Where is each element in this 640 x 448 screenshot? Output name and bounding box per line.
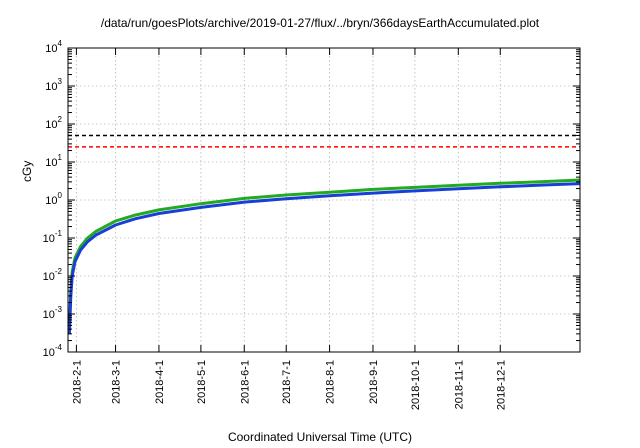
y-tick-label: 101	[45, 153, 62, 169]
y-tick-label: 10-2	[43, 267, 63, 283]
y-tick-label: 10-1	[43, 229, 63, 245]
y-tick-label: 104	[45, 39, 62, 55]
y-tick-label: 103	[45, 77, 62, 93]
x-tick-label: 2018-4-1	[154, 360, 166, 404]
series-line-2	[67, 182, 581, 334]
x-tick-label: 2018-3-1	[111, 360, 123, 404]
y-tick-label: 10-3	[43, 305, 63, 321]
x-axis-label: Coordinated Universal Time (UTC)	[227, 430, 413, 444]
x-tick-label: 2018-12-1	[495, 360, 507, 410]
x-tick-label: 2018-8-1	[325, 360, 337, 404]
x-tick-label: 2018-10-1	[410, 360, 422, 410]
x-tick-label: 2018-7-1	[281, 360, 293, 404]
x-tick-label: 2018-6-1	[239, 360, 251, 404]
x-tick-label: 2018-11-1	[453, 360, 465, 409]
y-tick-label: 102	[45, 115, 62, 131]
reference-lines	[68, 134, 580, 148]
y-tick-label: 100	[45, 191, 62, 207]
y-axis-ticks: 10-4 10-3 10-2 10-1 100 101 102 103 104	[43, 39, 580, 359]
grid	[68, 48, 580, 352]
x-axis-ticks: 2018-2-1 2018-3-1 2018-4-1 2018-5-1 2018-6-1…	[71, 48, 507, 410]
x-tick-label: 2018-2-1	[71, 360, 83, 404]
series-line-1	[67, 178, 581, 330]
x-tick-label: 2018-5-1	[196, 360, 208, 404]
x-tick-label: 2018-9-1	[368, 360, 380, 404]
chart-title: /data/run/goesPlots/archive/2019-01-27/f…	[100, 16, 540, 30]
series-group	[67, 178, 581, 334]
y-tick-label: 10-4	[43, 343, 63, 359]
